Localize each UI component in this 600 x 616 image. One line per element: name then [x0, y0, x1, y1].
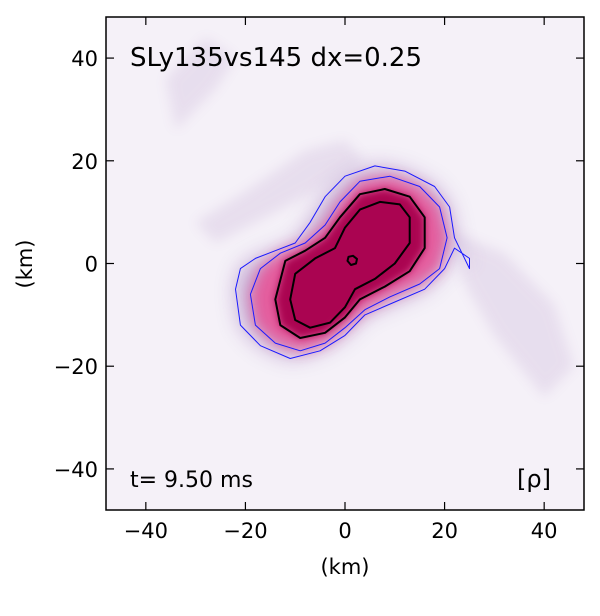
contour-inner-blue: [249, 175, 448, 352]
contour-inner-black: [289, 200, 411, 329]
x-tick-label: 40: [531, 519, 558, 543]
y-tick-label: 40: [71, 47, 98, 71]
field-label: [ρ]: [517, 465, 551, 493]
contour-center-black: [346, 254, 358, 266]
x-axis-label: (km): [320, 555, 369, 579]
y-tick-label: 20: [71, 150, 98, 174]
x-tick-label: −40: [124, 519, 168, 543]
y-tick-label: 0: [85, 253, 98, 277]
x-tick-label: 0: [338, 519, 351, 543]
chart-title: SLy135vs145 dx=0.25: [130, 43, 422, 73]
density-wisp-1: [454, 232, 574, 397]
y-tick-label: −20: [54, 355, 98, 379]
axis-ticks: −40 −20 0 20 40 −40 −20 0 20 40: [54, 17, 584, 543]
y-axis-label: (km): [13, 239, 37, 288]
density-wisp-0: [195, 140, 365, 243]
density-contours: [235, 165, 470, 359]
x-tick-label: 20: [431, 519, 458, 543]
contour-outer-blue: [235, 165, 470, 359]
density-wisp-2: [165, 37, 236, 130]
x-tick-label: −20: [223, 519, 267, 543]
time-label: t= 9.50 ms: [130, 468, 253, 493]
y-tick-label: −40: [54, 458, 98, 482]
contour-outer-black: [274, 188, 426, 339]
